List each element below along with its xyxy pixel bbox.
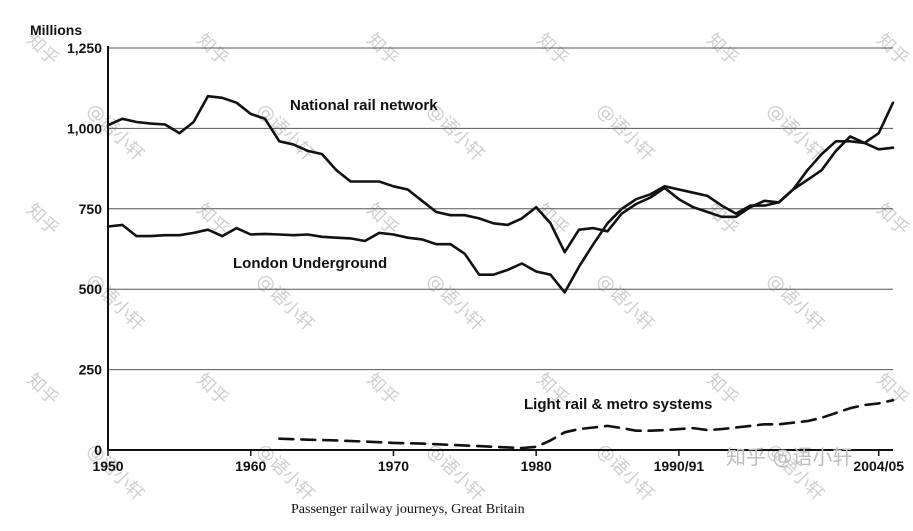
y-tick-label: 0 <box>94 442 102 458</box>
series-label-light-rail: Light rail & metro systems <box>524 396 712 413</box>
y-tick-label: 250 <box>79 362 103 378</box>
gridlines: 0 250 500 750 1,000 1,250 <box>67 40 893 458</box>
watermark-corner-text: 知乎 @语小轩 <box>726 445 852 469</box>
y-tick-label: 500 <box>79 281 103 297</box>
series-line-light-rail <box>277 398 895 450</box>
y-tick-label: 1,000 <box>67 120 102 136</box>
series-lines <box>106 94 895 450</box>
series-line-london-underground <box>106 135 895 294</box>
x-tick-label: 1960 <box>235 458 266 474</box>
axes: 1950 1960 1970 1980 1990/91 2004/05 <box>92 46 904 474</box>
x-tick-label: 1950 <box>92 458 123 474</box>
x-tick-label: 1970 <box>378 458 409 474</box>
x-tick-label: 1980 <box>521 458 552 474</box>
chart-caption: Passenger railway journeys, Great Britai… <box>291 502 525 517</box>
series-line-national-rail <box>106 94 895 254</box>
y-axis-unit-label: Millions <box>30 22 82 38</box>
x-tick-label: 2004/05 <box>853 458 904 474</box>
series-label-national-rail: National rail network <box>290 97 438 114</box>
series-label-london-underground: London Underground <box>233 255 387 272</box>
x-tick-label: 1990/91 <box>654 458 705 474</box>
y-tick-label: 750 <box>79 201 103 217</box>
y-tick-label: 1,250 <box>67 40 102 56</box>
